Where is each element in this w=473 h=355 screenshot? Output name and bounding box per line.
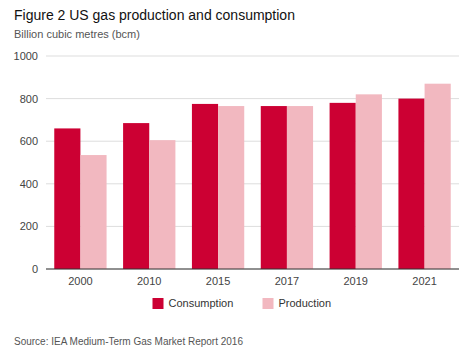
legend-swatch [263,298,274,309]
grid-line [46,56,459,57]
grid-line [46,269,459,270]
legend-swatch [153,298,164,309]
bar: Consumption: 660 [54,128,80,269]
y-tick-label: 1000 [14,50,38,62]
bars: Consumption: 660 Consumption: 685 Consumpt… [54,84,450,269]
y-tick-label: 200 [20,220,38,232]
source-note: Source: IEA Medium-Term Gas Market Repor… [14,336,243,347]
subtitle: Billion cubic metres (bcm) [14,28,140,40]
bar: Production: 765 [287,106,313,269]
chart: Figure 2 US gas production and consumpti… [0,0,473,355]
bar: Consumption: 765 [261,106,287,269]
bar: Consumption: 780 [330,103,356,269]
bar: Production: 870 [425,84,451,269]
grid-line [46,98,459,99]
legend-label: Consumption [169,297,234,309]
bar: Production: 820 [356,94,382,269]
y-tick-label: 600 [20,135,38,147]
bar: Production: 535 [80,155,106,269]
x-tick-label: 2010 [137,275,161,287]
x-tick-label: 2015 [206,275,230,287]
grid-line [46,141,459,142]
bar: Consumption: 775 [192,104,218,269]
grid [46,56,459,269]
y-tick-label: 400 [20,178,38,190]
bar: Consumption: 800 [398,99,424,269]
legend-label: Production [279,297,332,309]
x-tick-label: 2017 [275,275,299,287]
x-tick-label: 2000 [68,275,92,287]
x-axis-line [46,269,459,270]
x-tick-label: 2019 [344,275,368,287]
grid-line [46,183,459,184]
chart-container: Figure 2 US gas production and consumpti… [0,0,473,355]
title: Figure 2 US gas production and consumpti… [14,7,295,23]
bar: Production: 765 [218,106,244,269]
x-tick-label: 2021 [412,275,436,287]
bar: Consumption: 685 [123,123,149,269]
y-tick-label: 800 [20,93,38,105]
y-tick-label: 0 [32,263,38,275]
grid-line [46,226,459,227]
legend: Consumption Production [153,297,332,309]
bar: Production: 605 [149,140,175,269]
